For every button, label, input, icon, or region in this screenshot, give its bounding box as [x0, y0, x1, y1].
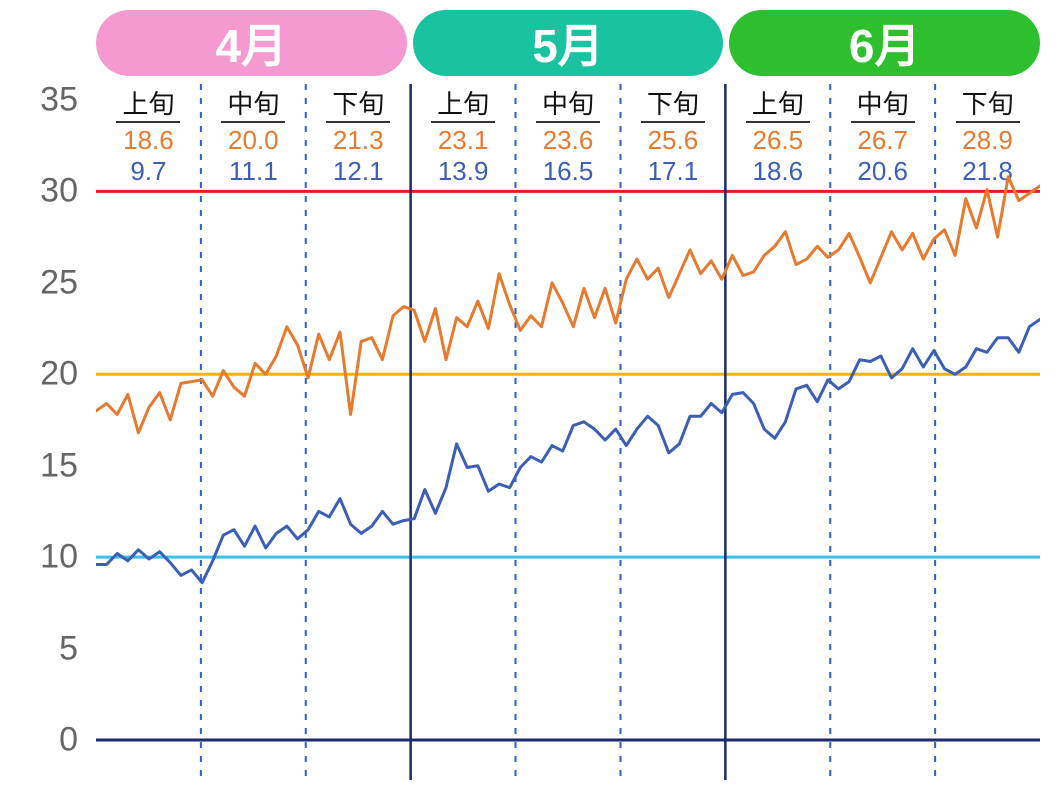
y-tick-label: 15 [40, 446, 78, 485]
temperature-chart: 4月 5月 6月 上旬18.69.7中旬20.011.1下旬21.312.1上旬… [0, 0, 1060, 800]
y-tick-label: 10 [40, 538, 78, 577]
y-tick-label: 0 [59, 721, 78, 760]
y-tick-label: 20 [40, 355, 78, 394]
y-axis: 0 5 10 15 20 25 30 35 [0, 0, 90, 800]
y-tick-label: 5 [59, 629, 78, 668]
high-temperature-line [96, 177, 1040, 433]
y-tick-label: 30 [40, 172, 78, 211]
y-tick-label: 35 [40, 81, 78, 120]
low-temperature-line [96, 319, 1040, 582]
y-tick-label: 25 [40, 263, 78, 302]
plot-area [96, 0, 1040, 800]
